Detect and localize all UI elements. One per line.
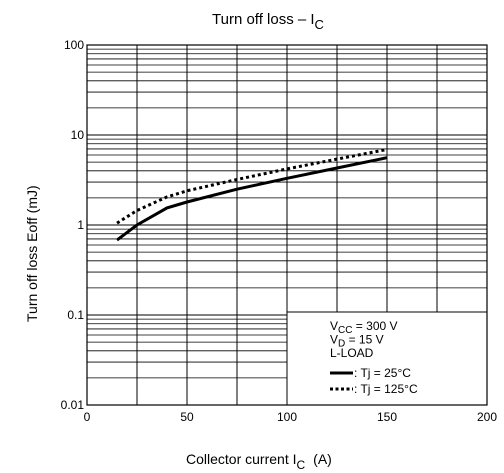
x-tick-label: 150 bbox=[377, 410, 397, 424]
x-tick-label: 0 bbox=[84, 410, 91, 424]
y-tick-label: 100 bbox=[64, 38, 84, 52]
legend: VCC = 300 VVD = 15 VL-LOAD : Tj = 25°C : T… bbox=[330, 319, 418, 396]
y-axis-label: Turn off loss Eoff (mJ) bbox=[24, 185, 40, 322]
y-tick-label: 1 bbox=[77, 218, 84, 232]
x-axis-label: Collector current IC (A) bbox=[186, 451, 332, 472]
x-tick-label: 200 bbox=[477, 410, 497, 424]
series-line-tj25 bbox=[116, 156, 388, 242]
y-tick-label: 0.1 bbox=[67, 308, 84, 322]
legend-entry-tj125: : Tj = 125°C bbox=[354, 382, 418, 396]
tick-labels: 0 50 100 150 200 0.01 0.1 1 10 100 bbox=[61, 38, 498, 424]
grid bbox=[87, 45, 487, 406]
series-lines bbox=[116, 148, 388, 242]
legend-condition: VD = 15 V bbox=[330, 333, 384, 350]
legend-box bbox=[286, 311, 488, 406]
y-tick-label: 10 bbox=[71, 128, 85, 142]
x-tick-label: 50 bbox=[180, 410, 194, 424]
chart-title: Turn off loss – IC bbox=[212, 11, 324, 32]
y-tick-label: 0.01 bbox=[61, 398, 85, 412]
plot-frame bbox=[86, 44, 488, 406]
x-tick-label: 100 bbox=[277, 410, 297, 424]
legend-entry-tj25: : Tj = 25°C bbox=[354, 366, 411, 380]
legend-condition: L-LOAD bbox=[330, 346, 374, 360]
series-line-tj125 bbox=[116, 148, 388, 225]
legend-condition: VCC = 300 V bbox=[330, 319, 398, 336]
